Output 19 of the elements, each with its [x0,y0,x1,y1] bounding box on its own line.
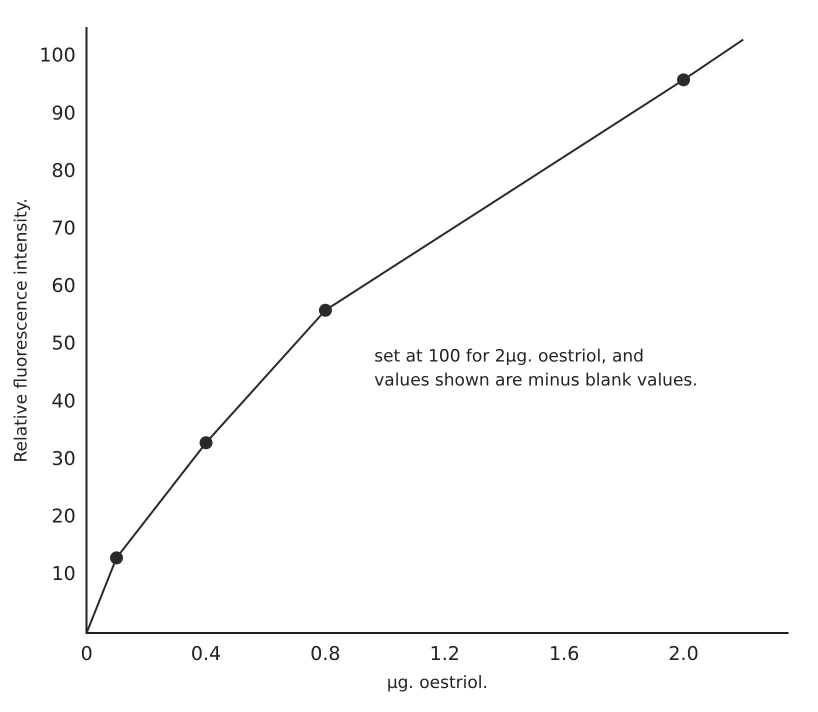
x-tick-label: 1.2 [430,643,460,666]
x-tick-label: 2.0 [668,643,699,666]
y-tick-label: 60 [51,275,76,298]
x-axis-title: μg. oestriol. [386,673,488,694]
y-tick-label: 90 [51,102,76,124]
y-tick-label: 100 [39,44,76,67]
x-tick-label: 0 [80,643,93,666]
y-tick-label: 40 [51,390,76,412]
x-tick-label: 0.4 [190,643,222,666]
y-tick-label: 70 [51,218,76,240]
x-tick-label: 0.8 [310,643,341,666]
y-tick-label: 10 [51,563,76,586]
y-tick-label: 20 [51,506,76,528]
x-tick-label: 1.6 [549,643,580,666]
y-tick-label: 80 [51,160,76,182]
annotation: set at 100 for 2μg. oestriol, and values shown are minus blank values. [374,346,698,390]
y-tick-label: 30 [51,448,76,470]
y-tick-label: 50 [51,332,76,355]
y-axis-title: Relative fluorescence intensity. [12,198,32,463]
